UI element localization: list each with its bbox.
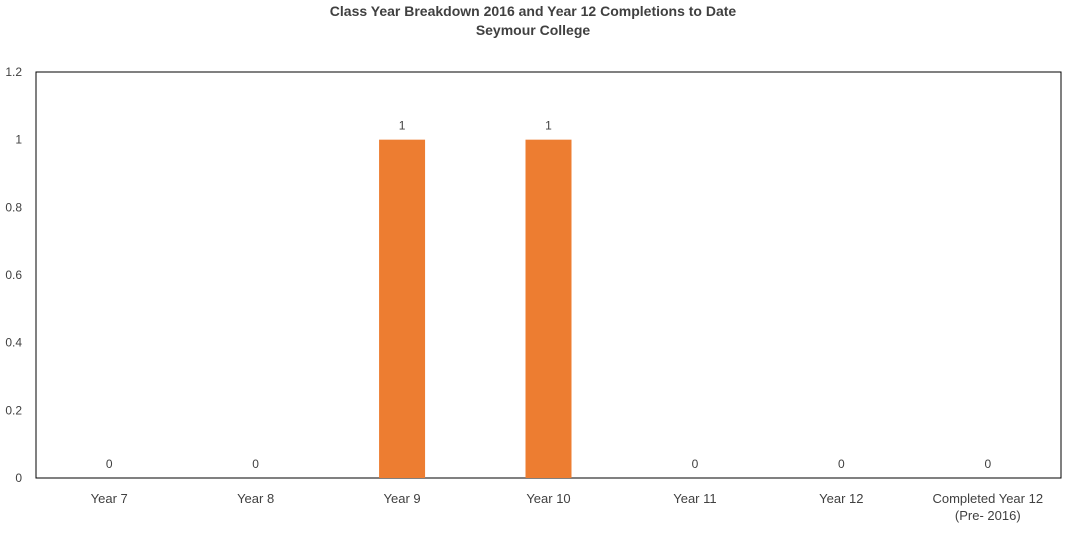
data-labels: 0 0 1 1 0 0 0 <box>106 119 992 471</box>
y-tick-label: 0.2 <box>5 403 22 417</box>
x-tick-label: Year 11 <box>673 491 716 506</box>
data-label: 1 <box>399 119 406 133</box>
y-tick-label: 1 <box>15 133 22 147</box>
data-label: 0 <box>838 457 845 471</box>
chart-title: Class Year Breakdown 2016 and Year 12 Co… <box>330 3 737 19</box>
x-axis: Year 7 Year 8 Year 9 Year 10 Year 11 Year 12 C… <box>91 491 1043 523</box>
y-axis: 0 0.2 0.4 0.6 0.8 1 1.2 <box>5 65 22 485</box>
x-tick-label: Year 12 <box>819 491 863 506</box>
x-tick-label: Completed Year 12 <box>932 491 1043 506</box>
data-label: 0 <box>692 457 699 471</box>
x-tick-label: (Pre- 2016) <box>955 508 1021 523</box>
x-tick-label: Year 9 <box>384 491 421 506</box>
bar <box>379 139 426 478</box>
data-label: 1 <box>545 119 552 133</box>
x-tick-label: Year 10 <box>526 491 570 506</box>
x-tick-label: Year 7 <box>91 491 128 506</box>
y-tick-label: 1.2 <box>5 65 22 79</box>
y-tick-label: 0 <box>15 471 22 485</box>
y-tick-label: 0.6 <box>5 268 22 282</box>
data-label: 0 <box>984 457 991 471</box>
bar <box>525 139 572 478</box>
y-tick-label: 0.8 <box>5 200 22 214</box>
data-label: 0 <box>252 457 259 471</box>
bar-series <box>379 139 572 478</box>
chart-subtitle: Seymour College <box>476 22 591 38</box>
data-label: 0 <box>106 457 113 471</box>
y-tick-label: 0.4 <box>5 336 22 350</box>
x-tick-label: Year 8 <box>237 491 274 506</box>
